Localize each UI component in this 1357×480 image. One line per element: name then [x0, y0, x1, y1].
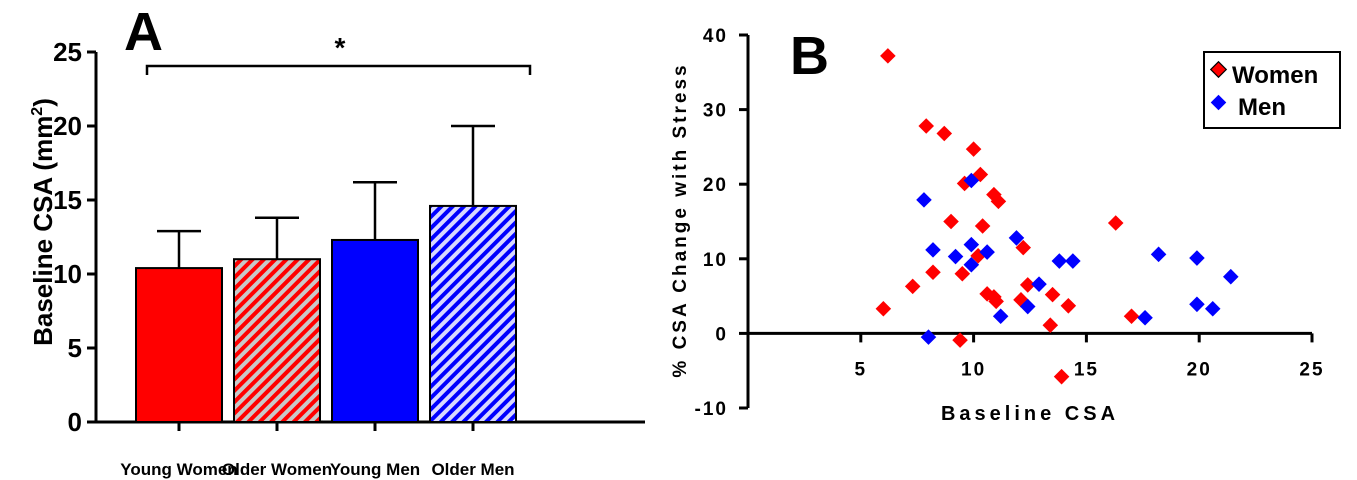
scatter-point-men: [963, 172, 980, 189]
panel-a-letter: A: [124, 2, 163, 62]
scatter-point-men: [947, 248, 964, 265]
scatter-point-men: [916, 192, 932, 208]
panel-b-y-tick-label: 10: [703, 250, 728, 271]
panel-a-y-axis-label-sup: 2: [29, 107, 46, 116]
scatter-point-men: [920, 329, 937, 345]
panel-b-y-tick-label: 30: [703, 101, 728, 122]
scatter-point-women: [904, 278, 921, 295]
legend-women-marker: [1209, 60, 1228, 79]
scatter-point-men: [1008, 230, 1025, 246]
panel-a-y-tick-label: 25: [53, 37, 82, 67]
legend-men-marker: [1210, 94, 1227, 111]
scatter-point-men: [1150, 246, 1167, 263]
panel-a-y-axis-label-main: Baseline CSA (mm: [28, 116, 58, 346]
scatter-point-women: [936, 125, 953, 142]
legend: Women Men: [1203, 51, 1341, 129]
bar-older-women: [233, 258, 321, 424]
scatter-point-women: [1044, 286, 1061, 303]
panel-a-y-tick-label: 0: [68, 407, 82, 437]
bar-young-men: [331, 238, 419, 423]
x-tick-label-young-men: Young Men: [330, 460, 420, 479]
legend-men-label: Men: [1238, 94, 1286, 121]
scatter-point-men: [1065, 253, 1081, 269]
scatter-point-women: [1060, 298, 1077, 314]
scatter-point-women: [918, 118, 935, 134]
scatter-point-women: [1123, 308, 1140, 325]
panel-b-y-tick-label: -10: [695, 399, 728, 420]
scatter-point-men: [1204, 301, 1221, 317]
scatter-chart-panel-b: -10 0 10 20 30 40 5 10 15 20 25: [695, 26, 1324, 420]
scatter-point-women: [943, 213, 959, 230]
panel-a-y-tick-label: 10: [53, 259, 82, 289]
legend-box: [1203, 51, 1341, 129]
scatter-point-men: [992, 308, 1009, 325]
x-tick-label-young-women: Young Women: [120, 460, 237, 479]
significance-bracket: [145, 64, 532, 75]
scatter-point-women: [990, 193, 1007, 210]
panel-b-y-tick-label: 40: [703, 26, 728, 47]
scatter-point-men: [979, 244, 995, 260]
panel-b-x-tick-label: 25: [1299, 359, 1324, 380]
scatter-point-women: [925, 264, 941, 281]
legend-women-label: Women: [1232, 62, 1318, 89]
panel-b-y-axis-label: % CSA Change with Stress: [670, 62, 691, 377]
scatter-point-men: [1031, 276, 1047, 292]
x-tick-label-older-men: Older Men: [431, 460, 514, 479]
bar-older-men: [429, 204, 517, 423]
panel-b-x-axis-label: Baseline CSA: [941, 403, 1119, 425]
panel-a-y-tick-label: 15: [53, 185, 82, 215]
scatter-point-women: [1107, 215, 1124, 231]
scatter-point-women: [965, 141, 982, 157]
panel-b-x-tick-label: 20: [1187, 359, 1212, 380]
x-tick-label-older-women: Older Women: [222, 460, 332, 479]
panel-a-y-axis-label-close: ): [28, 98, 58, 107]
scatter-point-men: [1189, 296, 1205, 313]
scatter-point-men: [1051, 253, 1068, 269]
panel-b-y-tick-label: 20: [703, 175, 728, 196]
scatter-point-women: [974, 218, 991, 234]
scatter-point-women: [880, 48, 896, 64]
panel-b-y-tick-label: 0: [715, 324, 728, 345]
scatter-point-men: [925, 242, 941, 258]
panel-a-y-tick-label: 5: [68, 333, 82, 363]
bar-young-women: [135, 267, 223, 423]
scatter-point-men: [1189, 250, 1205, 266]
scatter-point-women: [1042, 317, 1059, 333]
panel-a-y-tick-label: 20: [53, 111, 82, 141]
scatter-point-women: [875, 301, 892, 317]
panel-a-y-axis-label: Baseline CSA (mm2): [28, 98, 58, 346]
panel-b-x-tick-label: 15: [1074, 359, 1099, 380]
panel-b-x-tick-label: 10: [961, 359, 986, 380]
panel-b-x-tick-label: 5: [855, 359, 868, 380]
scatter-point-men: [1137, 309, 1153, 326]
panel-b-letter: B: [790, 26, 829, 86]
scatter-point-men: [1223, 268, 1239, 285]
scatter-point-men: [963, 236, 980, 253]
scatter-point-women: [1053, 368, 1070, 385]
significance-star: *: [335, 32, 346, 63]
